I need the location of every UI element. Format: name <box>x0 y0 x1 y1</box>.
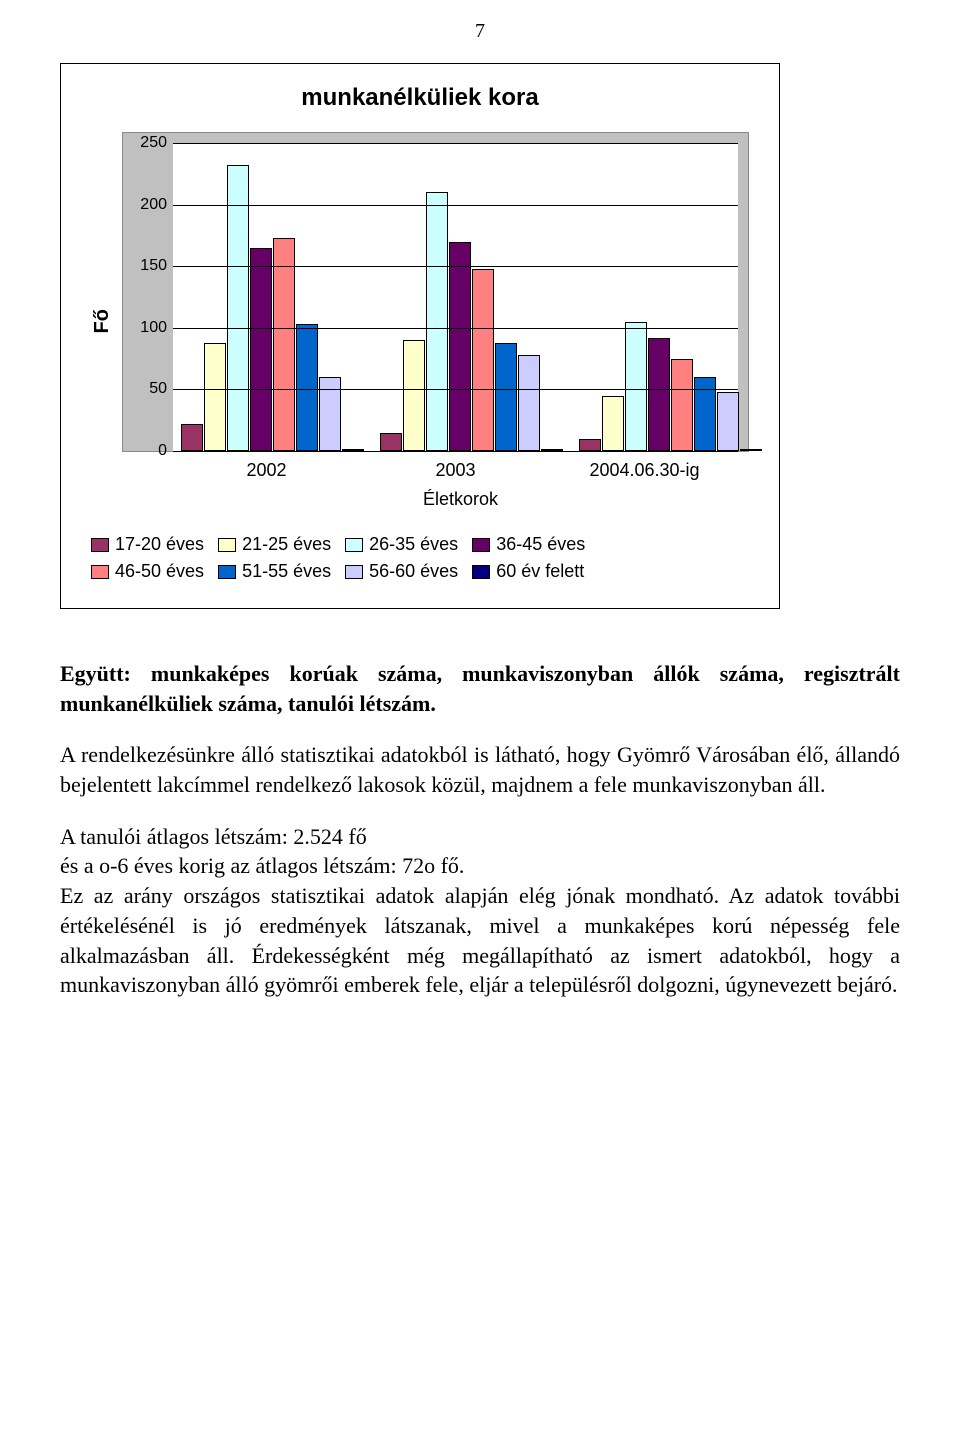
legend-swatch <box>218 538 236 552</box>
legend-item: 51-55 éves <box>218 561 331 582</box>
x-tick: 2004.06.30-ig <box>550 452 739 481</box>
bar <box>296 324 318 451</box>
paragraph-3: A tanulói átlagos létszám: 2.524 fő és a… <box>60 822 900 1000</box>
legend-item: 17-20 éves <box>91 534 204 555</box>
document-page: 7 munkanélküliek kora Fő 050100150200250… <box>0 0 960 1062</box>
legend-label: 51-55 éves <box>242 561 331 582</box>
chart-title: munkanélküliek kora <box>91 84 749 112</box>
legend-swatch <box>91 538 109 552</box>
grid-line <box>173 328 738 329</box>
page-number: 7 <box>60 20 900 43</box>
y-tick: 50 <box>149 380 167 398</box>
bar-groups <box>173 143 738 451</box>
legend-label: 46-50 éves <box>115 561 204 582</box>
legend-swatch <box>472 538 490 552</box>
bar <box>518 355 540 451</box>
y-axis-label: Fő <box>91 309 114 333</box>
chart-legend: 17-20 éves 21-25 éves 26-35 éves 36-45 éves… <box>91 534 749 582</box>
legend-swatch <box>218 565 236 579</box>
legend-label: 21-25 éves <box>242 534 331 555</box>
legend-row: 46-50 éves 51-55 éves 56-60 éves 60 év fele… <box>91 561 749 582</box>
legend-label: 60 év felett <box>496 561 584 582</box>
legend-item: 56-60 éves <box>345 561 458 582</box>
legend-swatch <box>472 565 490 579</box>
legend-row: 17-20 éves 21-25 éves 26-35 éves 36-45 éves <box>91 534 749 555</box>
legend-swatch <box>91 565 109 579</box>
grid-line <box>173 143 738 144</box>
legend-swatch <box>345 538 363 552</box>
body-text: Együtt: munkaképes korúak száma, munkavi… <box>60 659 900 1000</box>
bar <box>671 359 693 451</box>
grid-line <box>173 389 738 390</box>
para3-line1: A tanulói átlagos létszám: 2.524 fő <box>60 824 367 849</box>
bar-group <box>173 143 372 451</box>
legend-item: 26-35 éves <box>345 534 458 555</box>
chart-plot: 050100150200250 <box>122 132 749 452</box>
para3-line2: és a o-6 éves korig az átlagos létszám: … <box>60 853 464 878</box>
bar <box>717 392 739 451</box>
bar-group <box>571 143 770 451</box>
y-axis-label-wrap: Fő <box>91 132 122 510</box>
bar <box>602 396 624 451</box>
y-tick: 250 <box>140 134 167 152</box>
bar-group <box>372 143 571 451</box>
x-ticks: 200220032004.06.30-ig <box>172 452 739 481</box>
summary-paragraph: Együtt: munkaképes korúak száma, munkavi… <box>60 659 900 718</box>
bar <box>625 322 647 451</box>
x-tick: 2002 <box>172 452 361 481</box>
bar <box>579 439 601 451</box>
x-axis-label: Életkorok <box>172 489 749 510</box>
legend-item: 36-45 éves <box>472 534 585 555</box>
legend-label: 36-45 éves <box>496 534 585 555</box>
bar <box>227 165 249 451</box>
legend-label: 17-20 éves <box>115 534 204 555</box>
chart-container: munkanélküliek kora Fő 050100150200250 2… <box>60 63 780 609</box>
y-tick: 100 <box>140 319 167 337</box>
bar <box>472 269 494 451</box>
x-tick: 2003 <box>361 452 550 481</box>
bar <box>204 343 226 451</box>
plot-inner: 050100150200250 <box>173 143 738 451</box>
grid-line <box>173 451 738 452</box>
legend-item: 21-25 éves <box>218 534 331 555</box>
para3-rest: Ez az arány országos statisztikai adatok… <box>60 883 900 997</box>
bar <box>380 433 402 451</box>
y-tick: 150 <box>140 257 167 275</box>
bar <box>648 338 670 451</box>
bar <box>403 340 425 451</box>
legend-label: 56-60 éves <box>369 561 458 582</box>
legend-item: 46-50 éves <box>91 561 204 582</box>
legend-label: 26-35 éves <box>369 534 458 555</box>
y-tick: 200 <box>140 196 167 214</box>
bar <box>495 343 517 451</box>
grid-line <box>173 266 738 267</box>
plot-wrap: 050100150200250 200220032004.06.30-ig Él… <box>122 132 749 510</box>
bar <box>250 248 272 451</box>
paragraph-2: A rendelkezésünkre álló statisztikai ada… <box>60 740 900 799</box>
bar <box>426 192 448 451</box>
legend-item: 60 év felett <box>472 561 584 582</box>
bar <box>319 377 341 451</box>
bar <box>694 377 716 451</box>
bar <box>449 242 471 451</box>
grid-line <box>173 205 738 206</box>
chart-area: Fő 050100150200250 200220032004.06.30-ig… <box>91 132 749 510</box>
legend-swatch <box>345 565 363 579</box>
bar <box>273 238 295 451</box>
bar <box>740 449 762 451</box>
bar <box>181 424 203 451</box>
y-tick: 0 <box>158 442 167 460</box>
